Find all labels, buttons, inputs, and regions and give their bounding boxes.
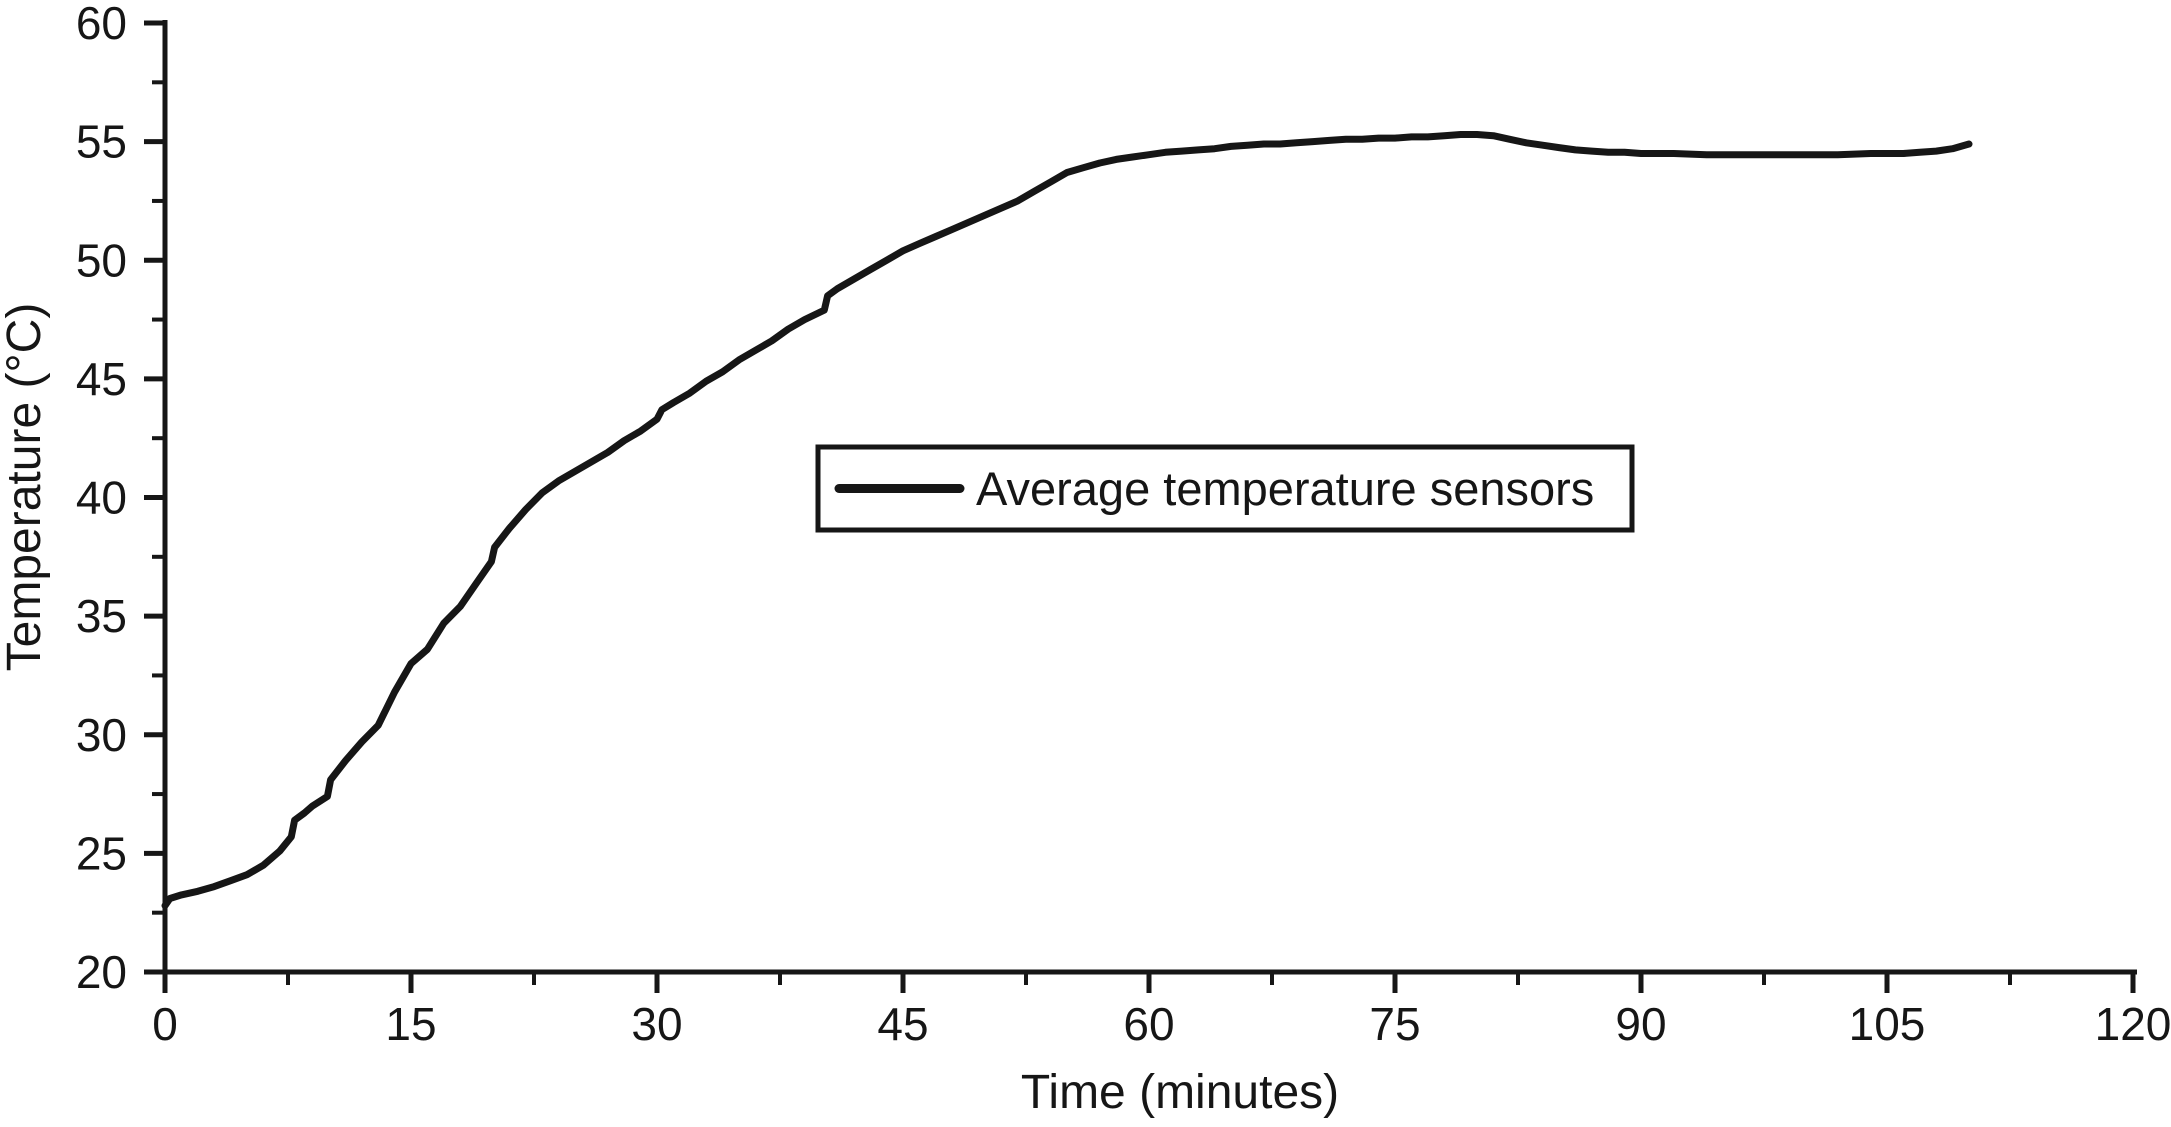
y-tick-label: 60 [76, 0, 127, 49]
y-tick-label: 35 [76, 590, 127, 642]
y-axis-tick-labels: 20 25 30 35 40 45 50 55 60 [76, 0, 127, 998]
x-tick-label: 120 [2095, 998, 2171, 1050]
y-tick-label: 40 [76, 472, 127, 524]
x-tick-label: 60 [1123, 998, 1174, 1050]
x-tick-label: 30 [631, 998, 682, 1050]
x-axis-tick-labels: 0 15 30 45 60 75 90 105 120 [152, 998, 2171, 1050]
y-axis-ticks [144, 20, 165, 975]
x-tick-label: 45 [877, 998, 928, 1050]
y-tick-label: 30 [76, 709, 127, 761]
x-axis-ticks [162, 972, 2136, 993]
y-tick-label: 50 [76, 234, 127, 286]
y-tick-label: 55 [76, 116, 127, 168]
y-axis-title: Temperature (°C) [0, 303, 51, 672]
x-axis-title: Time (minutes) [1021, 1066, 1339, 1119]
x-tick-label: 105 [1849, 998, 1926, 1050]
x-tick-label: 75 [1369, 998, 1420, 1050]
y-tick-label: 45 [76, 353, 127, 405]
series-line-average-temperature-sensors [161, 131, 1973, 910]
series-group [161, 131, 1973, 910]
y-tick-label: 25 [76, 827, 127, 879]
legend: Average temperature sensors [815, 444, 1635, 533]
x-tick-label: 0 [152, 998, 178, 1050]
y-tick-label: 20 [76, 946, 127, 998]
x-tick-label: 90 [1615, 998, 1666, 1050]
x-tick-label: 15 [385, 998, 436, 1050]
legend-label: Average temperature sensors [976, 462, 1594, 515]
